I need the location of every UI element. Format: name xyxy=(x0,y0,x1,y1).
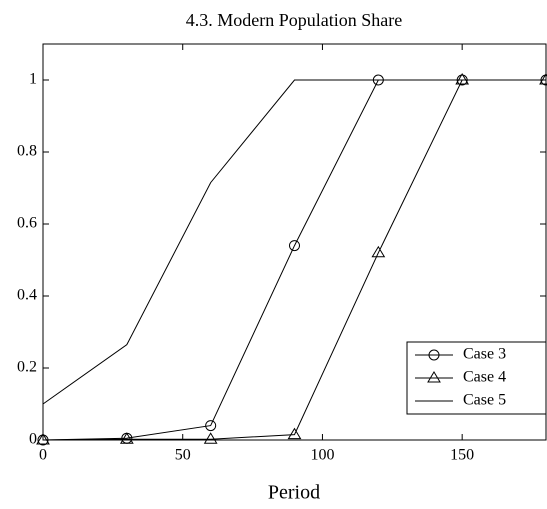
x-tick-label: 150 xyxy=(450,447,474,464)
marker xyxy=(205,420,217,432)
marker xyxy=(428,349,440,361)
marker xyxy=(203,432,218,444)
y-tick-label: 0 xyxy=(29,431,37,448)
x-tick-label: 50 xyxy=(175,447,191,464)
marker xyxy=(36,433,50,445)
x-tick-label: 0 xyxy=(39,447,47,464)
marker xyxy=(539,73,547,85)
marker xyxy=(455,73,470,85)
y-tick-label: 0.2 xyxy=(17,359,37,376)
marker xyxy=(371,245,386,258)
y-tick-label: 0.6 xyxy=(17,215,37,232)
marker xyxy=(287,427,302,440)
y-tick-label: 1 xyxy=(29,71,37,88)
y-tick-label: 0.8 xyxy=(17,143,37,160)
chart-title: 4.3. Modern Population Share xyxy=(186,10,402,30)
legend-label: Case 5 xyxy=(463,392,506,409)
series-line xyxy=(42,79,546,405)
marker xyxy=(119,432,134,444)
y-tick-label: 0.4 xyxy=(17,287,37,304)
marker xyxy=(289,240,300,252)
legend-label: Case 3 xyxy=(463,346,506,363)
x-tick-label: 100 xyxy=(310,447,334,464)
plot-frame xyxy=(42,43,547,441)
marker xyxy=(427,371,441,383)
legend-label: Case 4 xyxy=(463,369,506,386)
x-axis-label: Period xyxy=(268,482,320,504)
